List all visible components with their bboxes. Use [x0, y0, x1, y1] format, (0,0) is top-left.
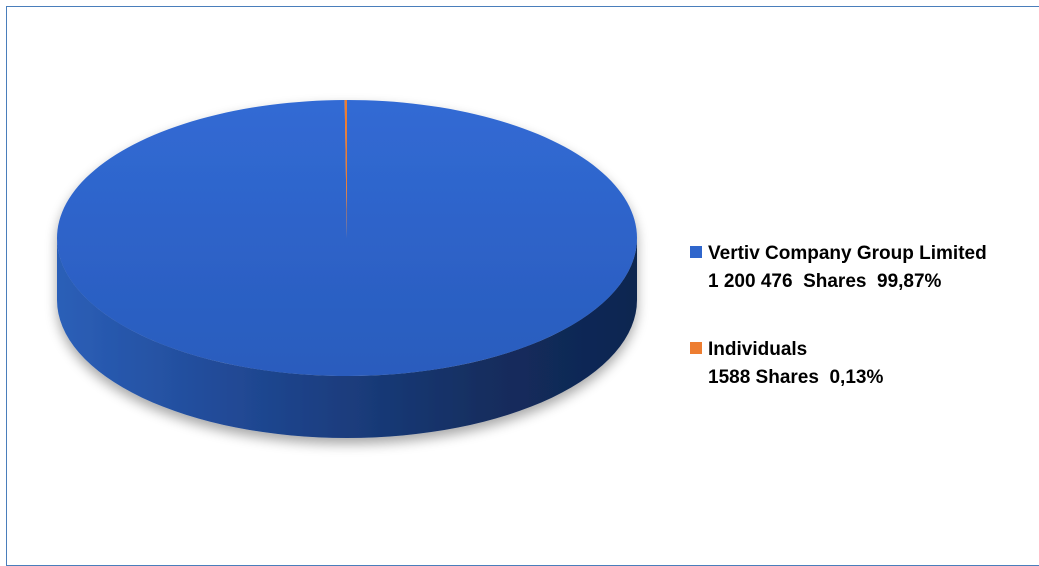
legend: Vertiv Company Group Limited 1 200 476 S…: [690, 240, 1035, 432]
legend-value-individuals: 1588 Shares 0,13%: [708, 367, 884, 388]
legend-entry-individuals: Individuals 1588 Shares 0,13%: [690, 336, 1035, 392]
pie-chart: [56, 100, 637, 438]
pie-slice-individuals: [344, 100, 347, 238]
legend-entry-vertiv: Vertiv Company Group Limited 1 200 476 S…: [690, 240, 1035, 296]
pie-slice-vertiv: [56, 100, 637, 376]
legend-label-individuals: Individuals: [708, 339, 808, 360]
legend-label-vertiv: Vertiv Company Group Limited: [708, 243, 987, 264]
legend-swatch-individuals: [690, 342, 702, 354]
legend-value-vertiv: 1 200 476 Shares 99,87%: [708, 271, 942, 292]
legend-swatch-vertiv: [690, 246, 702, 258]
pie-side-wall: [57, 238, 637, 438]
